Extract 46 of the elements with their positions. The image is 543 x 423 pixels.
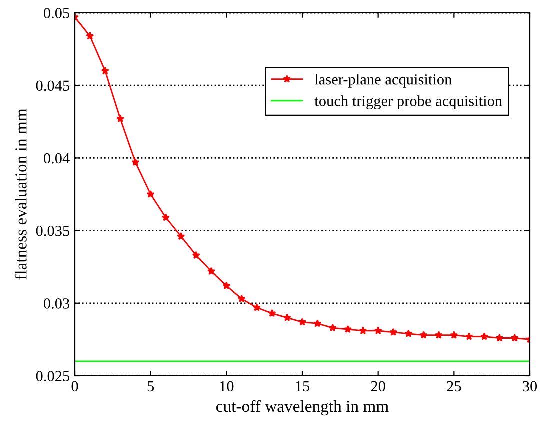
y-tick-label: 0.025 bbox=[36, 371, 70, 382]
point bbox=[298, 318, 306, 326]
point bbox=[480, 332, 488, 340]
point bbox=[344, 325, 352, 334]
legend-label: laser-plane acquisition bbox=[314, 74, 452, 88]
point bbox=[253, 304, 261, 312]
point bbox=[268, 309, 276, 318]
point bbox=[496, 334, 504, 342]
point bbox=[404, 330, 413, 338]
x-tick-label: 10 bbox=[220, 381, 234, 392]
y-tick-label: 0.035 bbox=[36, 226, 70, 236]
point bbox=[435, 331, 443, 339]
point bbox=[420, 331, 428, 339]
y-axis-title: flatness evaluation in mm bbox=[14, 108, 27, 280]
x-tick-label: 0 bbox=[72, 381, 78, 392]
x-tick-label: 5 bbox=[148, 381, 154, 392]
y-tick-label: 0.03 bbox=[44, 298, 70, 309]
point bbox=[390, 328, 398, 336]
x-tick-label: 20 bbox=[371, 381, 386, 392]
point bbox=[359, 326, 368, 334]
point bbox=[238, 294, 246, 303]
point bbox=[101, 66, 110, 75]
point bbox=[132, 158, 140, 166]
legend-label: touch trigger probe acquisition bbox=[314, 96, 502, 110]
point bbox=[86, 32, 94, 40]
x-tick-label: 15 bbox=[296, 381, 310, 392]
point bbox=[162, 214, 170, 222]
point bbox=[450, 331, 458, 339]
y-tick-label: 0.045 bbox=[36, 80, 70, 92]
point bbox=[465, 332, 474, 340]
point bbox=[314, 320, 322, 328]
point bbox=[146, 190, 155, 198]
point bbox=[283, 314, 292, 322]
x-axis-title: cut-off wavelength in mm bbox=[216, 400, 389, 416]
point bbox=[116, 114, 124, 122]
y-tick-label: 0.05 bbox=[44, 8, 70, 19]
point bbox=[222, 282, 231, 290]
point bbox=[510, 334, 519, 342]
point bbox=[328, 324, 337, 332]
point bbox=[192, 251, 200, 259]
point bbox=[177, 232, 186, 240]
x-tick-label: 30 bbox=[523, 381, 538, 392]
point bbox=[208, 267, 216, 275]
x-tick-label: 25 bbox=[447, 381, 462, 392]
point bbox=[374, 326, 382, 334]
y-tick-label: 0.04 bbox=[44, 153, 70, 164]
